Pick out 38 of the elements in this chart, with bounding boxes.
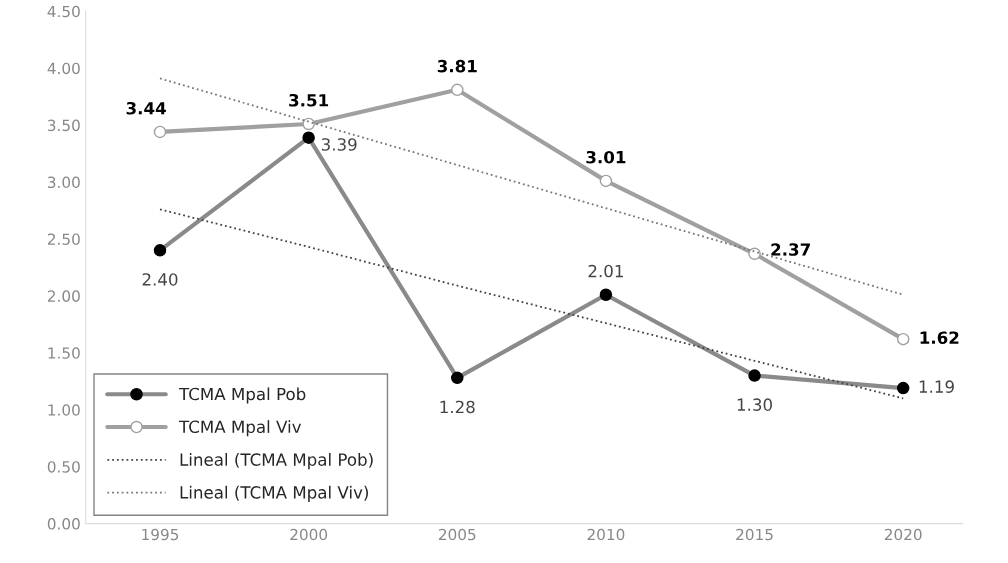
x-tick-label: 2015 [736,528,773,541]
legend-label: Lineal (TCMA Mpal Viv) [180,485,368,502]
y-tick-label: 2.00 [47,290,80,302]
point [451,83,464,97]
point [302,117,315,131]
x-tick-label: 2010 [587,528,625,541]
point [153,125,167,139]
y-tick-label: 4.50 [47,5,80,18]
y-tick-label: 1.50 [48,347,80,359]
data-label: 1.28 [440,400,475,414]
point [599,174,613,188]
point [896,332,910,346]
x-tick-label: 1995 [142,528,179,541]
legend-label: TCMA Mpal Viv [178,420,302,437]
data-label: 2.01 [588,264,623,278]
point [748,247,761,261]
data-label: 1.19 [919,380,954,393]
data-label: 3.51 [289,93,329,107]
legend-label: Lineal (TCMA Mpal Pob) [180,453,373,470]
data-label: 1.62 [920,331,959,344]
y-tick-label: 0.00 [47,518,80,530]
data-label: 1.30 [737,398,772,411]
data-label: 2.40 [142,273,178,286]
data-label: 3.81 [437,59,477,73]
legend-label: TCMA Mpal Pob [178,387,306,404]
x-tick-label: 2000 [290,528,328,541]
data-label: 3.01 [586,150,626,164]
y-tick-label: 0.50 [47,461,80,473]
data-label: 2.37 [771,243,810,256]
x-tick-label: 2020 [884,528,922,541]
y-tick-label: 2.50 [47,233,80,245]
y-tick-label: 3.00 [47,176,80,189]
y-tick-label: 3.50 [47,119,80,132]
data-label: 3.44 [126,101,166,115]
y-tick-label: 4.00 [47,62,80,75]
data-label: 3.39 [321,138,357,151]
y-tick-label: 1.00 [48,404,80,416]
x-tick-label: 2005 [438,528,476,541]
